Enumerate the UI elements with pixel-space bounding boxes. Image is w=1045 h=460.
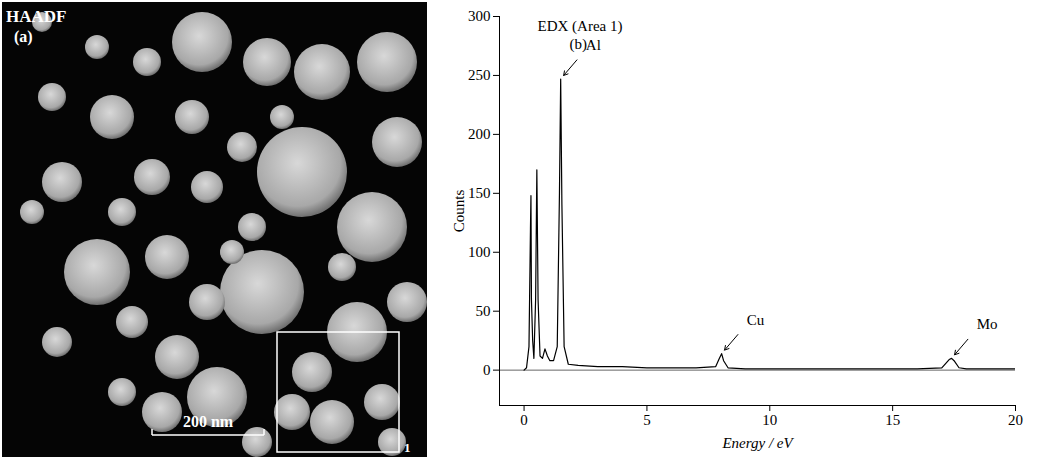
svg-text:150: 150 bbox=[468, 185, 491, 201]
svg-text:Counts: Counts bbox=[451, 190, 467, 233]
svg-text:HAADF: HAADF bbox=[6, 7, 66, 26]
svg-text:15: 15 bbox=[885, 412, 900, 428]
svg-text:5: 5 bbox=[643, 412, 651, 428]
svg-text:20: 20 bbox=[1008, 412, 1023, 428]
svg-text:250: 250 bbox=[468, 67, 491, 83]
svg-text:Energy / eV: Energy / eV bbox=[721, 435, 794, 451]
svg-text:0: 0 bbox=[520, 412, 528, 428]
svg-text:0: 0 bbox=[483, 362, 491, 378]
svg-text:50: 50 bbox=[476, 303, 491, 319]
svg-text:200: 200 bbox=[468, 126, 491, 142]
svg-text:(a): (a) bbox=[14, 28, 33, 46]
svg-text:1: 1 bbox=[404, 440, 411, 455]
svg-text:200 nm: 200 nm bbox=[183, 413, 234, 430]
svg-text:100: 100 bbox=[468, 244, 491, 260]
svg-text:Cu: Cu bbox=[747, 312, 765, 328]
svg-text:EDX (Area 1): EDX (Area 1) bbox=[538, 18, 623, 35]
svg-text:Al: Al bbox=[586, 37, 601, 53]
svg-text:10: 10 bbox=[762, 412, 777, 428]
svg-text:(b): (b) bbox=[570, 36, 588, 53]
svg-text:Mo: Mo bbox=[977, 316, 998, 332]
svg-text:300: 300 bbox=[468, 8, 491, 24]
